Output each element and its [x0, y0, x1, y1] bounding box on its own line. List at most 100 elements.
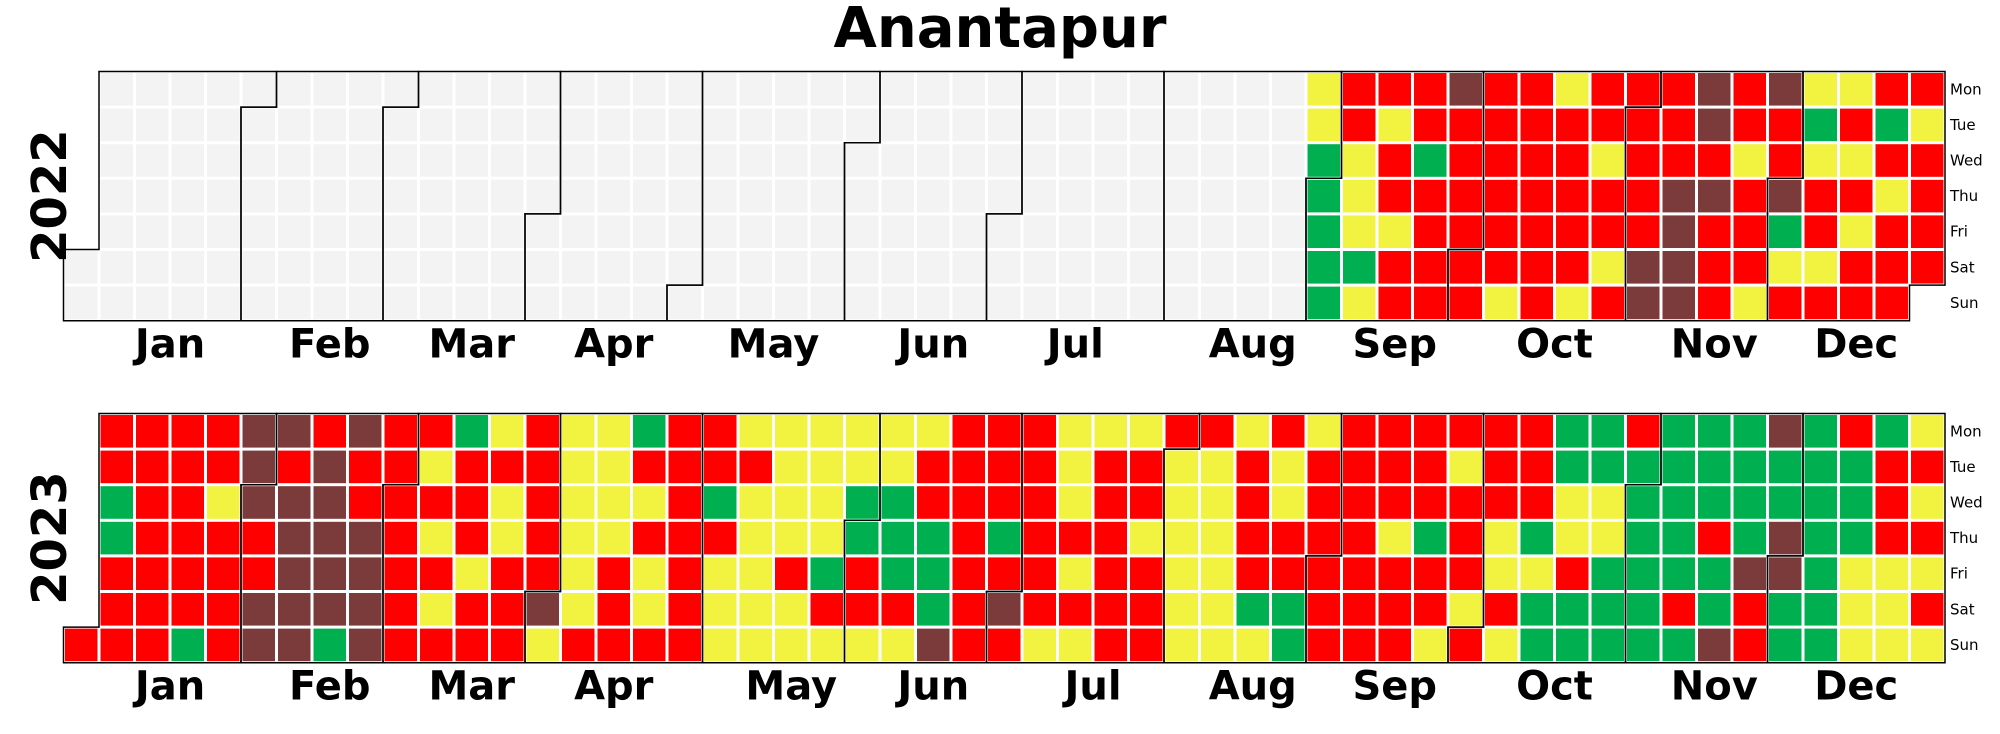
day-cell — [1378, 628, 1411, 662]
day-cell — [1130, 108, 1163, 142]
day-cell — [1840, 144, 1873, 177]
day-cell — [1627, 108, 1660, 142]
day-cell — [1591, 251, 1624, 284]
day-cell — [1556, 108, 1589, 142]
day-cell — [810, 251, 843, 284]
day-label: Fri — [1950, 223, 1968, 241]
day-cell — [988, 628, 1021, 662]
day-cell — [704, 486, 737, 519]
day-cell — [1414, 415, 1447, 448]
day-cell — [455, 628, 488, 662]
day-cell — [1059, 557, 1092, 590]
day-cell — [1733, 144, 1766, 177]
day-cell — [1343, 628, 1376, 662]
day-cell — [952, 450, 985, 484]
day-cell — [739, 521, 772, 555]
day-cell — [491, 450, 524, 484]
day-cell — [1698, 144, 1731, 177]
day-cell — [242, 450, 275, 484]
day-cell — [1485, 450, 1518, 484]
day-cell — [1591, 108, 1624, 142]
day-cell — [881, 450, 914, 484]
day-cell — [278, 486, 311, 519]
day-cell — [1733, 108, 1766, 142]
day-cell — [1875, 521, 1908, 555]
day-cell — [1343, 215, 1376, 248]
day-cell — [739, 251, 772, 284]
day-cell — [1414, 215, 1447, 248]
day-cell — [1698, 73, 1731, 106]
day-cell — [1769, 450, 1802, 484]
day-cell — [739, 486, 772, 519]
day-cell — [810, 415, 843, 448]
day-cell — [1662, 286, 1695, 320]
day-cell — [810, 557, 843, 590]
day-cell — [597, 108, 630, 142]
day-cell — [1272, 628, 1305, 662]
day-cell — [171, 486, 204, 519]
day-cell — [668, 557, 701, 590]
day-cell — [1165, 628, 1198, 662]
day-cell — [1591, 73, 1624, 106]
day-cell — [597, 415, 630, 448]
day-cell — [633, 215, 666, 248]
day-cell — [1449, 73, 1482, 106]
day-cell — [1236, 215, 1269, 248]
day-cell — [1378, 251, 1411, 284]
day-cell — [1272, 450, 1305, 484]
day-cell — [1414, 593, 1447, 626]
day-label: Wed — [1950, 494, 1983, 512]
day-cell — [846, 108, 879, 142]
day-cell — [846, 286, 879, 320]
day-cell — [207, 593, 240, 626]
day-cell — [1023, 415, 1056, 448]
day-label: Wed — [1950, 152, 1983, 170]
day-cell — [1201, 486, 1234, 519]
day-cell — [278, 593, 311, 626]
day-label: Thu — [1949, 187, 1978, 205]
day-cell — [597, 215, 630, 248]
day-cell — [1520, 593, 1553, 626]
day-cell — [1520, 251, 1553, 284]
day-cell — [278, 286, 311, 320]
day-cell — [1627, 415, 1660, 448]
day-cell — [1804, 215, 1837, 248]
day-cell — [988, 215, 1021, 248]
day-cell — [1023, 557, 1056, 590]
day-cell — [1804, 73, 1837, 106]
day-cell — [1236, 521, 1269, 555]
day-cell — [917, 593, 950, 626]
day-cell — [242, 73, 275, 106]
day-cell — [313, 557, 346, 590]
day-cell — [1023, 179, 1056, 213]
day-cell — [384, 557, 417, 590]
day-cell — [668, 215, 701, 248]
day-cell — [1236, 557, 1269, 590]
day-cell — [1911, 251, 1944, 284]
day-cell — [846, 73, 879, 106]
day-cell — [100, 593, 133, 626]
day-cell — [65, 286, 98, 320]
day-cell — [1165, 415, 1198, 448]
day-cell — [1449, 450, 1482, 484]
day-cell — [171, 628, 204, 662]
day-cell — [1023, 251, 1056, 284]
day-cell — [349, 73, 382, 106]
day-cell — [1804, 179, 1837, 213]
day-cell — [1272, 108, 1305, 142]
day-cell — [1449, 286, 1482, 320]
day-cell — [349, 179, 382, 213]
day-cell — [171, 73, 204, 106]
day-cell — [1627, 144, 1660, 177]
day-cell — [207, 144, 240, 177]
day-cell — [810, 144, 843, 177]
day-cell — [988, 179, 1021, 213]
day-cell — [917, 108, 950, 142]
day-cell — [1627, 215, 1660, 248]
day-cell — [313, 286, 346, 320]
day-cell — [1449, 179, 1482, 213]
day-cell — [171, 251, 204, 284]
day-cell — [1875, 415, 1908, 448]
day-cell — [420, 179, 453, 213]
